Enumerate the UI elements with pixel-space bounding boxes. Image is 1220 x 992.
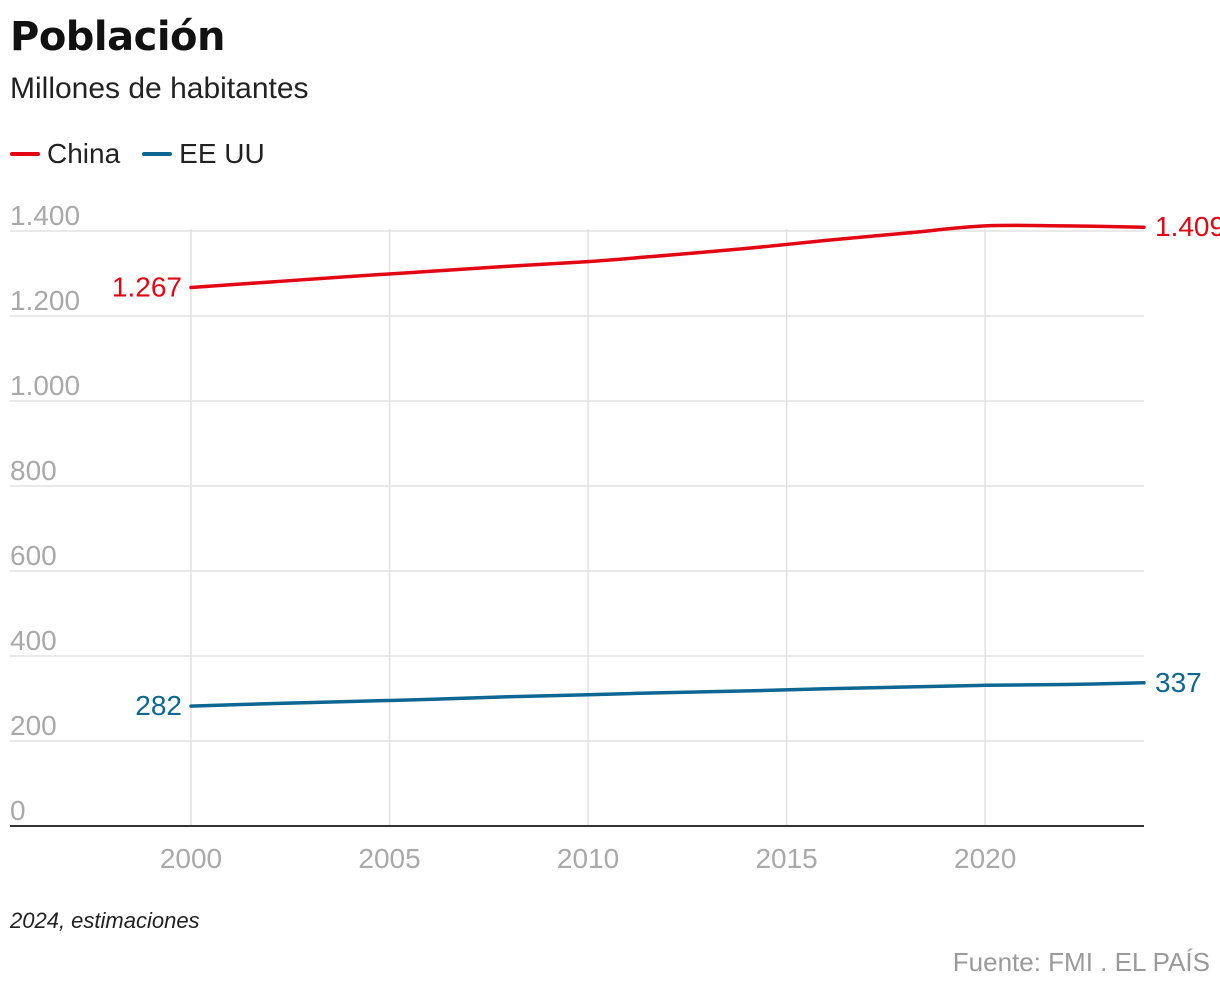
- data-label-start-china: 1.267: [112, 272, 182, 303]
- legend: China EE UU: [10, 138, 287, 170]
- data-label-start-eeuu: 282: [135, 690, 182, 721]
- y-tick-label: 400: [10, 625, 57, 656]
- data-label-end-china: 1.409: [1155, 211, 1220, 242]
- y-tick-label: 1.000: [10, 370, 80, 401]
- series-line-eeuu: [189, 681, 1146, 708]
- series-line-china: [189, 223, 1146, 290]
- y-tick-label: 800: [10, 455, 57, 486]
- chart-subtitle: Millones de habitantes: [10, 72, 309, 105]
- legend-item-china: China: [10, 138, 120, 170]
- legend-item-eeuu: EE UU: [142, 138, 265, 170]
- x-tick-label: 2010: [557, 843, 619, 874]
- legend-swatch-china: [10, 152, 40, 156]
- legend-swatch-eeuu: [142, 152, 173, 156]
- y-tick-label: 0: [10, 795, 26, 826]
- legend-label-china: China: [47, 138, 121, 169]
- x-tick-label: 2020: [954, 843, 1016, 874]
- chart-title: Población: [10, 14, 226, 60]
- y-tick-label: 1.200: [10, 285, 80, 316]
- y-tick-label: 200: [10, 710, 57, 741]
- y-tick-label: 600: [10, 540, 57, 571]
- data-label-end-eeuu: 337: [1155, 667, 1202, 698]
- legend-label-eeuu: EE UU: [179, 138, 265, 169]
- x-tick-label: 2015: [755, 843, 817, 874]
- y-tick-label: 1.400: [10, 200, 80, 231]
- footnote: 2024, estimaciones: [10, 908, 200, 933]
- line-chart: 0 200 400 600 800 1.000 1.200 1.400 2000 2005 2010…: [10, 200, 1220, 874]
- x-tick-label: 2000: [160, 843, 222, 874]
- x-tick-label: 2005: [358, 843, 420, 874]
- source-credit: Fuente: FMI . EL PAÍS: [952, 947, 1210, 977]
